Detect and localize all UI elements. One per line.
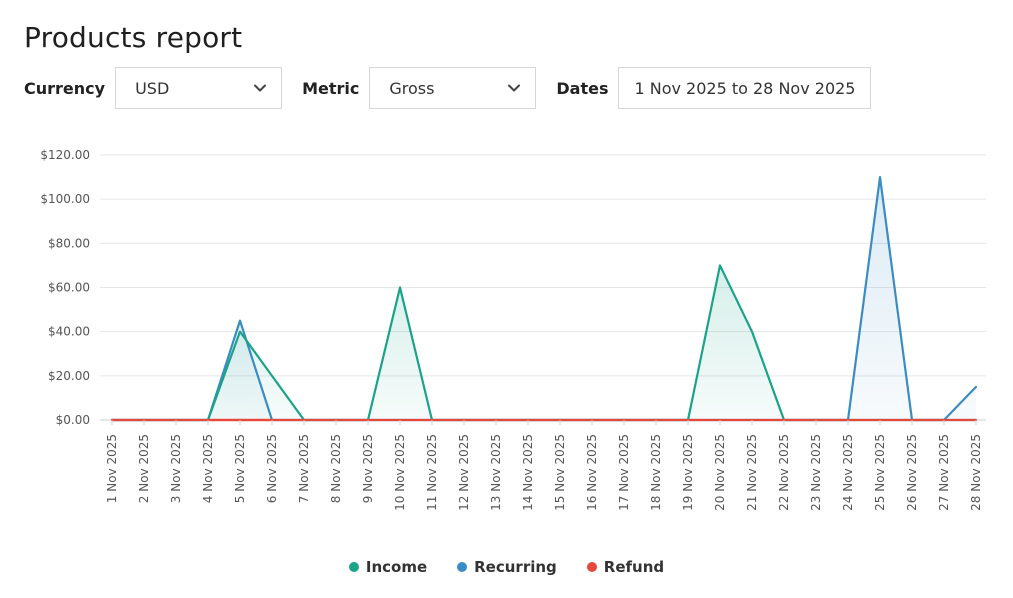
x-tick-label: 9 Nov 2025	[361, 434, 375, 503]
y-tick-label: $100.00	[40, 192, 90, 206]
metric-label: Metric	[302, 78, 360, 98]
x-tick-label: 16 Nov 2025	[585, 434, 599, 511]
x-tick-label: 22 Nov 2025	[777, 434, 791, 511]
chart-legend: Income Recurring Refund	[0, 558, 1013, 576]
y-tick-label: $60.00	[48, 281, 90, 295]
x-tick-label: 27 Nov 2025	[937, 434, 951, 511]
x-tick-label: 18 Nov 2025	[649, 434, 663, 511]
x-tick-label: 5 Nov 2025	[233, 434, 247, 503]
legend-item-recurring[interactable]: Recurring	[457, 558, 557, 576]
x-tick-label: 25 Nov 2025	[873, 434, 887, 511]
x-tick-label: 26 Nov 2025	[905, 434, 919, 511]
y-axis: $0.00 $20.00 $40.00 $60.00 $80.00 $100.00 $120…	[40, 148, 90, 427]
metric-select[interactable]: Gross	[369, 67, 537, 109]
legend-dot-icon	[586, 562, 597, 572]
currency-value: USD	[135, 78, 170, 98]
currency-select[interactable]: USD	[115, 67, 283, 109]
x-tick-label: 23 Nov 2025	[809, 434, 823, 511]
legend-dot-icon	[457, 562, 468, 572]
x-tick-label: 11 Nov 2025	[425, 434, 439, 511]
x-tick-label: 20 Nov 2025	[713, 434, 727, 511]
currency-label: Currency	[24, 78, 106, 98]
series-area-recurring	[112, 177, 976, 420]
x-tick-label: 2 Nov 2025	[137, 434, 151, 503]
series-areas	[112, 177, 976, 420]
x-tick-label: 6 Nov 2025	[265, 434, 279, 503]
x-tick-label: 3 Nov 2025	[169, 434, 183, 503]
legend-label: Refund	[603, 558, 665, 576]
date-range-input[interactable]: 1 Nov 2025 to 28 Nov 2025	[618, 67, 872, 109]
legend-label: Recurring	[474, 558, 557, 576]
x-tick-label: 14 Nov 2025	[521, 434, 535, 511]
series-area-income	[112, 265, 976, 420]
x-tick-label: 24 Nov 2025	[841, 434, 855, 511]
x-tick-label: 1 Nov 2025	[105, 434, 119, 503]
chevron-down-icon	[254, 84, 267, 92]
chevron-down-icon	[508, 84, 521, 92]
series-lines	[110, 175, 978, 422]
y-tick-label: $20.00	[48, 369, 90, 383]
legend-item-income[interactable]: Income	[348, 558, 428, 576]
x-tick-label: 28 Nov 2025	[969, 434, 983, 511]
dates-label: Dates	[556, 78, 609, 98]
products-chart: $0.00 $20.00 $40.00 $60.00 $80.00 $100.00 $120…	[40, 148, 986, 511]
y-tick-label: $40.00	[48, 325, 90, 339]
legend-item-refund[interactable]: Refund	[586, 558, 665, 576]
x-tick-label: 8 Nov 2025	[329, 434, 343, 503]
x-tick-label: 15 Nov 2025	[553, 434, 567, 511]
y-tick-label: $80.00	[48, 236, 90, 250]
page-title: Products report	[24, 21, 243, 54]
filter-bar: Currency USD Metric Gross Dates 1 Nov 20…	[24, 67, 872, 109]
x-tick-label: 13 Nov 2025	[489, 434, 503, 511]
x-tick-label: 4 Nov 2025	[201, 434, 215, 503]
x-tick-label: 21 Nov 2025	[745, 434, 759, 511]
legend-dot-icon	[348, 562, 359, 572]
x-axis: 1 Nov 2025 2 Nov 2025 3 Nov 2025 4 Nov 2025…	[105, 420, 983, 511]
legend-label: Income	[365, 558, 428, 576]
x-tick-label: 19 Nov 2025	[681, 434, 695, 511]
x-tick-label: 7 Nov 2025	[297, 434, 311, 503]
x-tick-label: 17 Nov 2025	[617, 434, 631, 511]
y-tick-label: $120.00	[40, 148, 90, 162]
x-tick-label: 10 Nov 2025	[393, 434, 407, 511]
y-tick-label: $0.00	[56, 413, 90, 427]
metric-value: Gross	[389, 78, 435, 98]
date-range-value: 1 Nov 2025 to 28 Nov 2025	[634, 78, 856, 98]
x-tick-label: 12 Nov 2025	[457, 434, 471, 511]
